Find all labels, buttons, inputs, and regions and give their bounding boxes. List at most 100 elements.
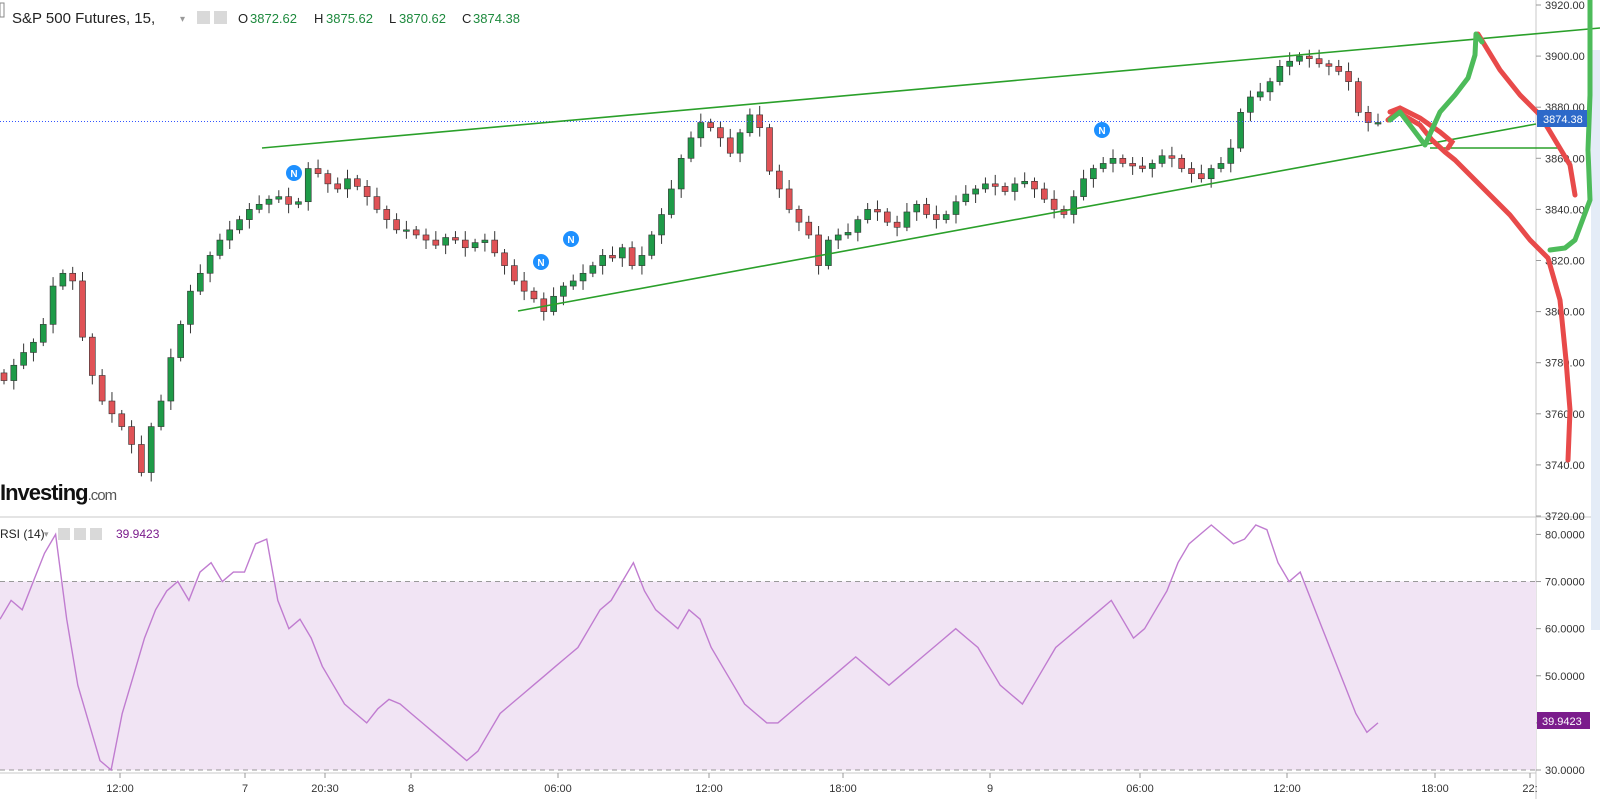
candle xyxy=(628,241,636,270)
candle xyxy=(1139,157,1146,173)
settings-icon[interactable] xyxy=(74,528,86,540)
settings-icon[interactable] xyxy=(214,11,227,24)
price-badge: 3874.38 xyxy=(1537,110,1587,127)
candle xyxy=(354,174,361,191)
svg-text:N: N xyxy=(290,169,297,180)
close-icon[interactable] xyxy=(90,528,102,540)
rsi-badge: 39.9423 xyxy=(1537,712,1590,729)
candles xyxy=(0,49,1382,482)
lower-trendline[interactable] xyxy=(517,123,1537,312)
time-tick-label: 7 xyxy=(242,783,248,795)
time-tick-label: 12:00 xyxy=(695,783,723,795)
candle xyxy=(481,233,489,252)
ohlc-high-label: H xyxy=(314,11,323,26)
candle xyxy=(236,215,243,234)
candle xyxy=(1080,169,1087,201)
candle xyxy=(491,231,499,257)
candle xyxy=(599,249,606,275)
candle xyxy=(1188,162,1195,183)
candle xyxy=(118,409,126,431)
candle xyxy=(393,213,400,234)
news-marker[interactable]: N xyxy=(563,231,579,247)
candle xyxy=(1237,108,1244,152)
drawn-green-right-path[interactable] xyxy=(1547,0,1593,253)
candle xyxy=(923,197,930,219)
candle xyxy=(883,208,891,227)
news-marker[interactable]: N xyxy=(286,165,302,181)
time-tick-label: 12:00 xyxy=(1273,783,1301,795)
candle xyxy=(187,284,194,334)
scrollbar[interactable] xyxy=(1591,50,1600,630)
rsi-title[interactable]: RSI (14) xyxy=(0,527,45,541)
drawn-green-projection-up[interactable] xyxy=(1387,31,1485,148)
price-tick-label: 3720.00 xyxy=(1545,511,1585,523)
ohlc-close-value: 3874.38 xyxy=(473,11,520,26)
candle xyxy=(844,223,852,239)
price-pane[interactable] xyxy=(0,0,1536,516)
candle xyxy=(138,435,145,477)
time-tick-label: 06:00 xyxy=(544,783,572,795)
candle xyxy=(972,185,979,204)
price-tick-label: 3760.00 xyxy=(1545,409,1585,421)
candle xyxy=(1364,105,1372,132)
candle xyxy=(1041,182,1048,204)
candle xyxy=(1050,190,1058,219)
candle xyxy=(1335,59,1343,76)
price-tick-label: 3900.00 xyxy=(1545,51,1585,63)
candle xyxy=(736,128,744,163)
candle xyxy=(776,164,783,198)
candle xyxy=(147,422,155,482)
drawn-red-projection-down[interactable] xyxy=(1385,109,1573,463)
candle xyxy=(344,169,351,198)
candle xyxy=(687,131,695,163)
candle xyxy=(49,277,57,334)
candle xyxy=(668,180,675,219)
candle xyxy=(246,203,253,229)
candle xyxy=(697,113,705,147)
rsi-tick-label: 80.0000 xyxy=(1545,529,1585,541)
symbol-icon[interactable] xyxy=(0,2,5,18)
svg-text:N: N xyxy=(1098,126,1105,137)
ohlc-low-value: 3870.62 xyxy=(399,11,446,26)
candle xyxy=(471,238,479,252)
news-marker[interactable]: N xyxy=(533,254,549,270)
price-tick-label: 3840.00 xyxy=(1545,204,1585,216)
upper-trendline[interactable] xyxy=(261,27,1600,149)
candle xyxy=(1168,146,1176,168)
visibility-icon[interactable] xyxy=(197,11,210,24)
news-marker[interactable]: N xyxy=(1094,122,1110,138)
chevron-down-icon[interactable]: ▾ xyxy=(180,14,185,25)
time-axis: 12:00 7 20:30 8 06:00 12:00 18:00 9 06:00 12:00 18… xyxy=(106,773,1538,795)
candle xyxy=(1099,157,1107,173)
chart-title[interactable]: S&P 500 Futures, 15, xyxy=(12,10,155,27)
candle xyxy=(442,233,449,255)
candle xyxy=(1217,157,1225,173)
drawn-red-path[interactable] xyxy=(1387,105,1456,151)
candle xyxy=(903,203,911,232)
candle xyxy=(520,271,528,301)
candle xyxy=(285,187,292,214)
candle xyxy=(1276,59,1284,86)
candle xyxy=(59,269,67,290)
candle xyxy=(530,287,538,303)
candle xyxy=(1070,190,1078,224)
candle xyxy=(962,185,970,206)
candle xyxy=(89,333,96,385)
candle xyxy=(1021,172,1028,188)
candle xyxy=(874,200,881,221)
candle xyxy=(39,317,47,347)
ohlc-open-value: 3872.62 xyxy=(250,11,297,26)
candle xyxy=(1306,49,1313,68)
visibility-icon[interactable] xyxy=(58,528,70,540)
candle xyxy=(1178,154,1186,173)
candle xyxy=(0,369,8,385)
candle xyxy=(658,208,665,244)
candle xyxy=(10,358,18,390)
candle xyxy=(618,243,626,267)
rsi-tick-label: 70.0000 xyxy=(1545,577,1585,589)
candle xyxy=(275,190,283,204)
price-tick-label: 3920.00 xyxy=(1545,0,1585,12)
chevron-down-icon[interactable]: ▾ xyxy=(44,529,49,539)
candle xyxy=(609,246,616,262)
